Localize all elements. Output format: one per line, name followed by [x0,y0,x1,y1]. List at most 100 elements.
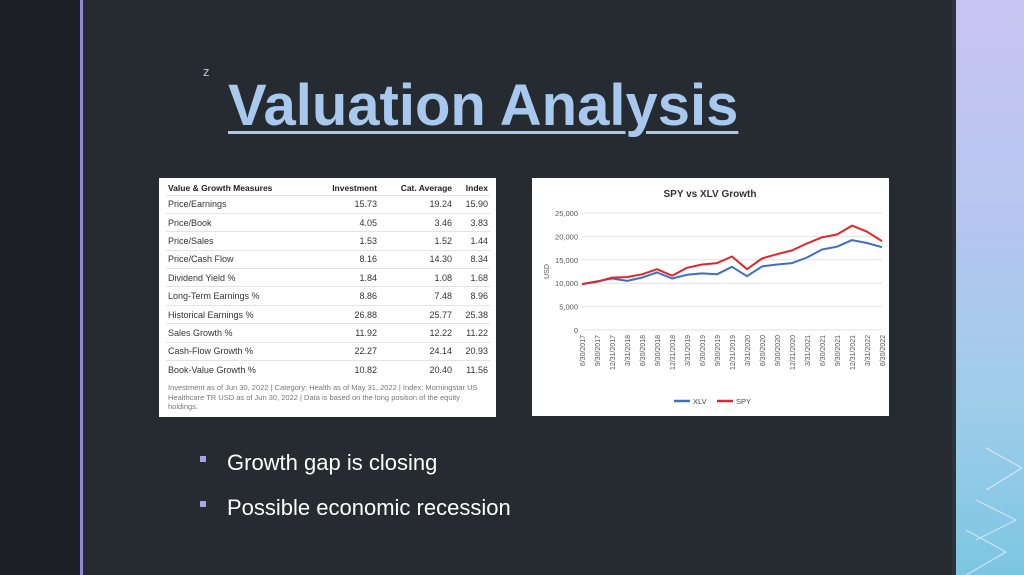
x-tick-label: 6/30/2019 [700,335,707,366]
bullet-item: Possible economic recession [200,485,511,530]
table-cell: 4.05 [312,212,380,232]
valuation-table: Value & Growth Measures Investment Cat. … [166,181,490,379]
table-cell: 8.86 [312,286,380,306]
table-row: Price/Earnings 15.73 19.24 15.90 [166,194,490,214]
table-cell: 19.24 [379,194,455,214]
corner-mark: z [203,64,210,79]
x-tick-label: 6/30/2022 [880,335,887,366]
table-cell: 1.08 [379,268,455,287]
table-cell: 11.92 [312,323,380,343]
x-tick-label: 12/31/2021 [850,335,857,370]
table-cell: 8.34 [454,249,490,269]
table-cell: 25.38 [454,304,490,324]
table-cell: 20.93 [454,341,490,361]
y-axis-label: USD [544,264,551,279]
bullet-square-icon [200,455,206,462]
legend-label-spy: SPY [736,397,751,406]
legend-label-xlv: XLV [693,397,707,406]
x-tick-label: 3/31/2020 [745,335,752,366]
x-tick-label: 6/30/2021 [820,335,827,366]
table-row: Price/Book 4.05 3.46 3.83 [166,212,490,232]
slide-title: Valuation Analysis [228,73,739,138]
x-tick-label: 3/31/2019 [685,335,692,366]
table-row: Dividend Yield % 1.84 1.08 1.68 [166,268,490,287]
table-row: Book-Value Growth % 10.82 20.40 11.56 [166,360,490,379]
y-tick-label: 15,000 [555,256,578,265]
bullet-item: Growth gap is closing [200,440,511,485]
table-cell: 20.40 [379,360,455,379]
table-cell: 8.96 [454,286,490,306]
series-line-spy [581,224,883,286]
table-row: Sales Growth % 11.92 12.22 11.22 [166,323,490,343]
chart-title: SPY vs XLV Growth [664,189,757,200]
x-tick-label: 6/30/2017 [580,335,587,366]
table-cell: 11.22 [454,323,490,343]
table-cell: 15.90 [454,194,490,214]
left-panel [0,0,80,575]
table-cell: Price/Book [166,212,313,232]
table-row: Historical Earnings % 26.88 25.77 25.38 [166,304,490,324]
header-index: Index [465,182,488,193]
x-tick-label: 9/30/2019 [715,335,722,366]
table-cell: 15.73 [312,194,380,214]
x-tick-label: 6/30/2020 [760,335,767,366]
table-cell: 10.82 [312,360,380,379]
y-tick-label: 10,000 [555,279,578,288]
bullet-list: Growth gap is closing Possible economic … [200,440,511,530]
table-cell: 1.52 [379,231,455,251]
table-header-row: Value & Growth Measures Investment Cat. … [166,181,490,195]
table-cell: 11.56 [454,360,490,379]
table-cell: 12.22 [379,323,455,343]
table-cell: Price/Cash Flow [166,249,313,269]
table-cell: 3.46 [379,212,455,232]
table-cell: 1.84 [312,268,380,287]
header-investment: Investment [332,182,378,193]
bullet-text: Possible economic recession [227,494,511,520]
table-cell: 25.77 [379,304,455,324]
table-cell: 26.88 [312,304,380,324]
table-cell: 8.16 [312,249,380,269]
y-tick-label: 0 [574,326,578,335]
table-cell: Cash-Flow Growth % [166,341,313,361]
table-row: Price/Sales 1.53 1.52 1.44 [166,231,490,251]
chevron-decor-icon [965,447,1024,575]
table-cell: 24.14 [379,341,455,361]
y-tick-label: 5,000 [559,303,578,312]
table-cell: Price/Earnings [166,194,313,214]
x-tick-label: 12/31/2018 [670,335,677,370]
x-tick-label: 12/31/2017 [610,335,617,370]
x-tick-label: 12/31/2019 [730,335,737,370]
x-tick-label: 3/31/2022 [865,335,872,366]
header-measure: Value & Growth Measures [168,182,273,193]
table-cell: 14.30 [379,249,455,269]
bullet-text: Growth gap is closing [227,449,438,475]
right-divider [952,0,958,575]
x-tick-label: 9/30/2017 [595,335,602,366]
table-row: Long-Term Earnings % 8.86 7.48 8.96 [166,286,490,306]
left-accent-line [80,0,83,575]
x-tick-label: 12/31/2020 [790,335,797,370]
table-cell: Price/Sales [166,231,313,251]
table-cell: 1.53 [312,231,380,251]
table-cell: 1.68 [454,268,490,287]
table-cell: 3.83 [454,212,490,232]
y-tick-label: 20,000 [555,232,578,241]
growth-line-chart: SPY vs XLV Growth 0 5,000 10,000 15,000 20,00… [544,189,887,406]
right-decor-panel [956,0,1024,575]
x-tick-label: 9/30/2020 [775,335,782,366]
table-cell: Historical Earnings % [166,304,313,324]
table-cell: Long-Term Earnings % [166,286,313,306]
table-footnote: Investment as of Jun 30, 2022 | Category… [168,383,478,411]
x-tick-label: 3/31/2018 [625,335,632,366]
growth-chart-image: SPY vs XLV Growth 0 5,000 10,000 15,000 20,00… [532,178,889,416]
table-cell: 7.48 [379,286,455,306]
bullet-square-icon [200,500,206,507]
series-line-xlv [581,239,883,286]
x-tick-label: 6/30/2018 [640,335,647,366]
table-cell: Book-Value Growth % [166,360,313,379]
x-tick-label: 9/30/2018 [655,335,662,366]
header-category-average: Cat. Average [400,182,453,193]
table-row: Cash-Flow Growth % 22.27 24.14 20.93 [166,341,490,361]
table-cell: 22.27 [312,341,380,361]
